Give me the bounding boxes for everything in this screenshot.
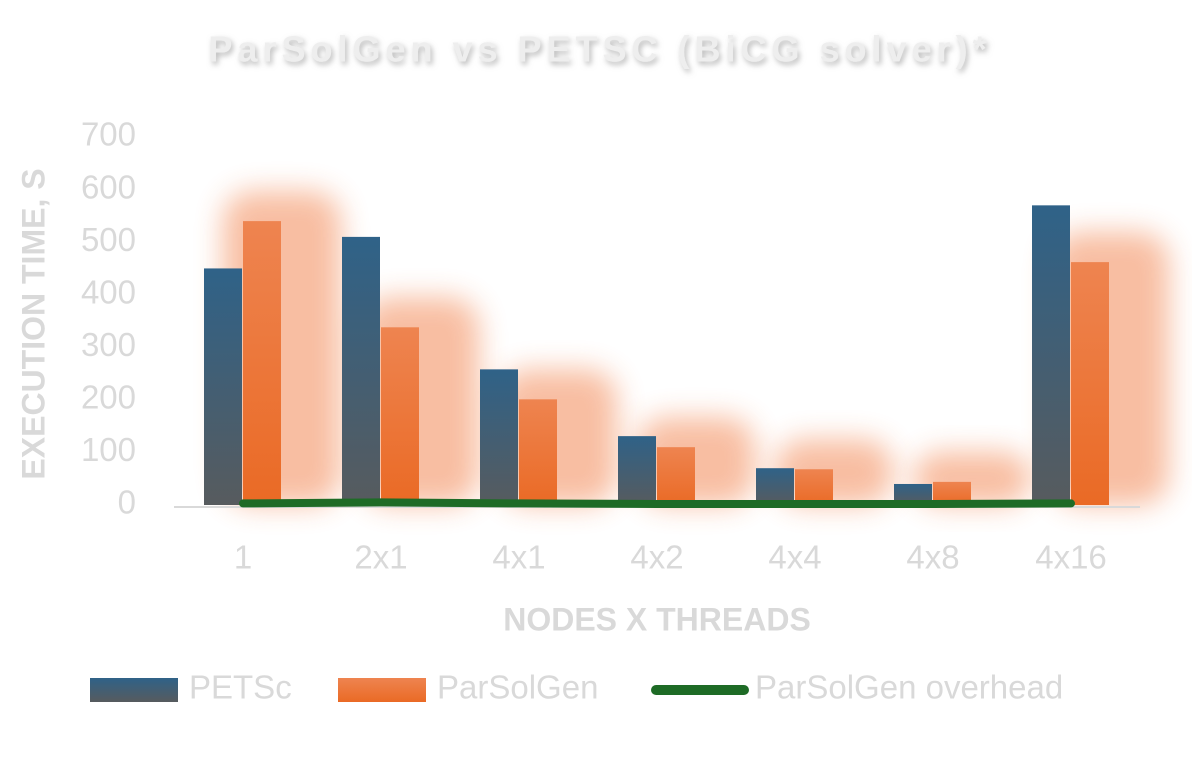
y-tick-label: 400 — [81, 273, 136, 310]
bar — [795, 469, 833, 505]
x-tick-label: 4x16 — [1035, 539, 1107, 576]
bar — [204, 268, 242, 505]
x-tick-label: 2x1 — [354, 539, 407, 576]
bar — [519, 399, 557, 505]
bar — [243, 221, 281, 505]
x-tick-label: 1 — [234, 539, 252, 576]
x-tick-label: 4x8 — [906, 539, 959, 576]
x-tick-label: 4x1 — [492, 539, 545, 576]
bar — [657, 447, 695, 505]
y-tick-label: 700 — [81, 116, 136, 153]
bar — [1032, 205, 1070, 506]
bar — [342, 236, 380, 505]
chart-title: ParSolGen vs PETSC (BiCG solver)* — [208, 29, 991, 70]
bar — [894, 483, 932, 505]
legend-swatch — [338, 678, 426, 702]
y-tick-label: 0 — [118, 484, 136, 521]
y-tick-label: 300 — [81, 326, 136, 363]
y-tick-label: 500 — [81, 221, 136, 258]
bar — [618, 436, 656, 505]
line — [239, 498, 1075, 508]
x-axis-title: NODES X THREADS — [503, 601, 811, 637]
bar — [756, 468, 794, 505]
y-tick-label: 100 — [81, 431, 136, 468]
bar — [1071, 262, 1109, 505]
bar — [480, 369, 518, 505]
bar — [933, 481, 971, 505]
legend-label: PETSc — [189, 669, 292, 706]
y-axis-title: EXECUTION TIME, S — [15, 168, 51, 479]
y-tick-label: 200 — [81, 379, 136, 416]
legend-label: ParSolGen overhead — [755, 669, 1063, 706]
y-tick-label: 600 — [81, 168, 136, 205]
bar — [381, 327, 419, 505]
x-tick-label: 4x2 — [630, 539, 683, 576]
legend: PETSc ParSolGen ParSolGen overhead — [90, 669, 1063, 706]
legend-swatch — [90, 678, 178, 702]
x-tick-label: 4x4 — [768, 539, 821, 576]
legend-label: ParSolGen — [437, 669, 598, 706]
plot-area: 0 100 200 300 400 500 600 700 1 2x1 4x1 4x2 4x4 4x8 4x… — [81, 116, 1140, 576]
